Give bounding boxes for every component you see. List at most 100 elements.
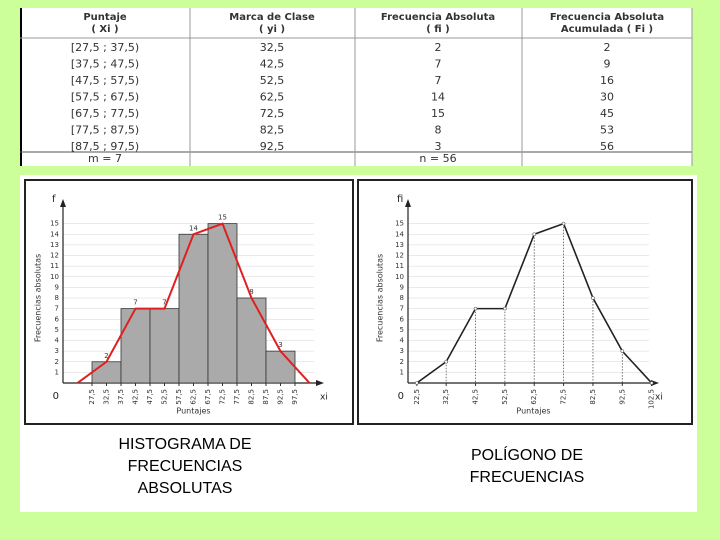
chart-caption: HISTOGRAMA DE FRECUENCIAS ABSOLUTAS (118, 436, 252, 497)
x-tick-label: 72,5 (219, 389, 227, 405)
table-header: Frecuencia Absoluta (550, 12, 664, 23)
x-tick-label: 67,5 (204, 389, 212, 405)
x-tick-label: 97,5 (291, 389, 299, 405)
table-cell: 72,5 (260, 107, 285, 120)
table-cell: 2 (604, 41, 611, 54)
table-cell: 82,5 (260, 124, 285, 137)
y-tick-label: 6 (55, 315, 60, 323)
y-tick-label: 13 (50, 241, 59, 249)
x-tick-label: 47,5 (146, 389, 154, 405)
x-symbol: xi (655, 393, 663, 403)
chart-caption: POLÍGONO DE FRECUENCIAS (469, 447, 585, 486)
x-symbol: xi (320, 393, 328, 403)
x-tick-label: 57,5 (175, 389, 183, 405)
y-symbol: f (52, 194, 56, 205)
bar-label: 7 (162, 299, 166, 307)
y-tick-label: 2 (55, 358, 59, 366)
y-arrow (60, 199, 66, 207)
point (532, 232, 537, 237)
x-tick-label: 72,5 (560, 389, 568, 405)
table-header: Acumulada ( Fi ) (561, 24, 653, 35)
x-tick-label: 52,5 (161, 389, 169, 405)
table-header: ( Xi ) (91, 24, 118, 35)
table-cell: 3 (435, 140, 442, 153)
y-arrow (405, 199, 411, 207)
table-header: ( fi ) (426, 24, 450, 35)
y-tick-label: 9 (400, 283, 404, 291)
y-tick-label: 10 (50, 273, 59, 281)
table-cell: [67,5 ; 77,5) (71, 107, 139, 120)
table-cell: 62,5 (260, 91, 285, 104)
x-tick-label: 77,5 (233, 389, 241, 405)
bar-label: 8 (249, 288, 253, 296)
x-tick-label: 62,5 (190, 389, 198, 405)
table-cell: 8 (435, 124, 442, 137)
table-cell: 30 (600, 91, 614, 104)
table-header: Marca de Clase (229, 12, 315, 23)
x-arrow (651, 380, 659, 386)
table-bg (20, 8, 692, 166)
y-tick-label: 4 (55, 337, 60, 345)
bar (149, 308, 180, 384)
y-tick-label: 1 (55, 368, 59, 376)
x-tick-label: 32,5 (103, 389, 111, 405)
bar (178, 233, 209, 384)
y-tick-label: 7 (55, 305, 59, 313)
table-footer: n = 56 (419, 152, 456, 165)
x-axis-label: Puntajes (516, 407, 550, 416)
table-cell: [37,5 ; 47,5) (71, 58, 139, 71)
table-cell: 14 (431, 91, 445, 104)
point (415, 381, 419, 385)
bar (91, 361, 122, 384)
table-cell: [47,5 ; 57,5) (71, 74, 139, 87)
x-tick-label: 27,5 (88, 389, 96, 405)
point (649, 381, 654, 385)
x-arrow (316, 380, 324, 386)
table-cell: 7 (435, 74, 442, 87)
table-footer: m = 7 (88, 152, 122, 165)
point (503, 306, 507, 311)
x-tick-label: 42,5 (132, 389, 140, 405)
frequency-polygon (76, 222, 311, 384)
bar (236, 297, 267, 384)
table-cell: 2 (435, 41, 442, 54)
y-tick-label: 12 (395, 252, 404, 260)
y-tick-label: 15 (395, 220, 404, 228)
y-tick-label: 1 (400, 368, 404, 376)
y-axis-label: Frecuencias absolutas (34, 254, 43, 342)
y-symbol: fi (397, 194, 403, 205)
y-tick-label: 14 (50, 230, 59, 238)
y-tick-label: 11 (395, 262, 404, 270)
y-tick-label: 13 (395, 241, 404, 249)
x-tick-label: 82,5 (589, 389, 597, 405)
bar-label: 7 (133, 299, 137, 307)
bar-label: 14 (189, 224, 198, 232)
table-cell: [27,5 ; 37,5) (71, 41, 139, 54)
x-tick-label: 102,5 (648, 389, 656, 409)
table-cell: [87,5 ; 97,5) (71, 140, 139, 153)
y-tick-label: 4 (400, 337, 405, 345)
table-cell: 45 (600, 107, 614, 120)
table-cell: 52,5 (260, 74, 285, 87)
x-tick-label: 92,5 (618, 389, 626, 405)
y-tick-label: 8 (55, 294, 59, 302)
origin-label: 0 (53, 391, 59, 402)
x-axis-label: Puntajes (176, 407, 210, 416)
table-header: Puntaje (83, 12, 127, 23)
y-tick-label: 10 (395, 273, 404, 281)
bar (120, 308, 151, 384)
table-cell: [57,5 ; 67,5) (71, 91, 139, 104)
point (620, 349, 625, 353)
y-tick-label: 5 (55, 326, 59, 334)
x-tick-label: 92,5 (277, 389, 285, 405)
bar (265, 350, 296, 384)
x-tick-label: 52,5 (501, 389, 509, 405)
table-cell: [77,5 ; 87,5) (71, 124, 139, 137)
point (444, 359, 448, 364)
table-cell: 42,5 (260, 58, 285, 71)
point (561, 221, 566, 226)
y-tick-label: 8 (400, 294, 404, 302)
table-cell: 9 (604, 58, 611, 71)
y-tick-label: 5 (400, 326, 404, 334)
bar-label: 3 (278, 341, 282, 349)
